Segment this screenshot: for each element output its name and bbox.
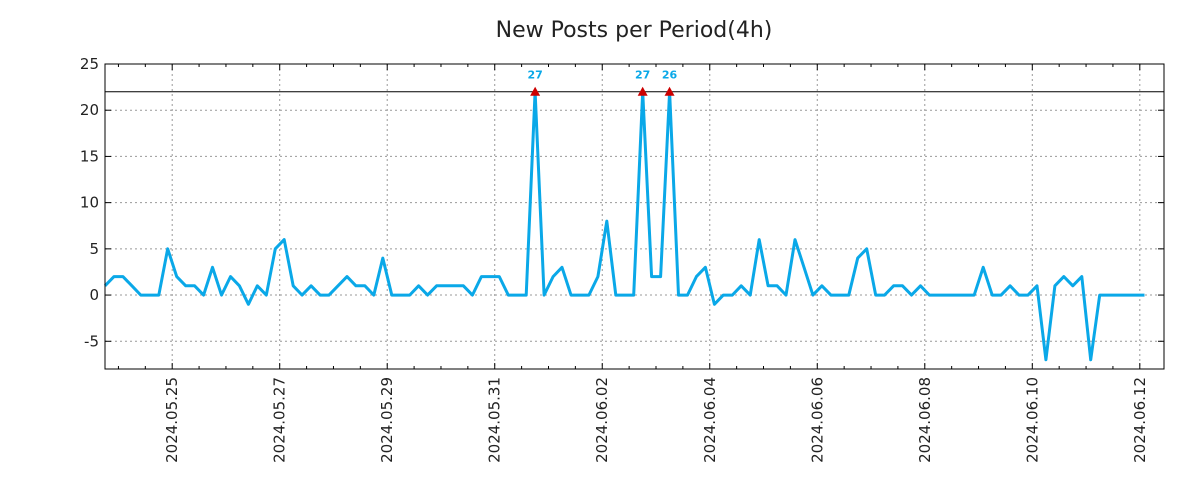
series-group bbox=[103, 90, 1145, 362]
y-tick-label: -5 bbox=[84, 332, 99, 350]
x-tick-label: 2024.05.29 bbox=[378, 377, 396, 463]
peak-label: 27 bbox=[527, 69, 542, 82]
peak-marker bbox=[530, 86, 541, 96]
x-tick-label: 2024.06.08 bbox=[916, 377, 934, 463]
chart-title: New Posts per Period(4h) bbox=[496, 18, 773, 43]
peak-markers: 27 27 26 bbox=[527, 69, 678, 96]
y-tick-label: 25 bbox=[80, 55, 99, 73]
y-tick-label: 5 bbox=[89, 240, 99, 258]
x-tick-label: 2024.05.31 bbox=[486, 377, 504, 463]
y-tick-label: 20 bbox=[80, 101, 99, 119]
plot-frame bbox=[104, 63, 1165, 370]
x-tick-label: 2024.06.10 bbox=[1023, 377, 1041, 463]
y-tick-label: 15 bbox=[80, 147, 99, 165]
y-tick-label: 10 bbox=[80, 194, 99, 212]
x-axis: 2024.05.25 2024.05.27 2024.05.29 2024.05.31… bbox=[117, 64, 1149, 463]
series-line-posts bbox=[103, 90, 1145, 362]
peak-label: 27 bbox=[635, 69, 650, 82]
peak-label: 26 bbox=[662, 69, 678, 82]
x-tick-label: 2024.06.12 bbox=[1131, 377, 1149, 463]
x-tick-label: 2024.06.02 bbox=[593, 377, 611, 463]
x-tick-label: 2024.05.27 bbox=[271, 377, 289, 463]
x-tick-label: 2024.06.04 bbox=[701, 377, 719, 463]
y-tick-label: 0 bbox=[89, 286, 99, 304]
peak-marker bbox=[637, 86, 648, 96]
x-tick-label: 2024.05.25 bbox=[163, 377, 181, 463]
peak-marker bbox=[664, 86, 675, 96]
x-tick-label: 2024.06.06 bbox=[808, 377, 826, 463]
y-axis: -5 0 5 10 15 20 25 bbox=[80, 55, 1164, 350]
grid-lines bbox=[105, 64, 1164, 369]
